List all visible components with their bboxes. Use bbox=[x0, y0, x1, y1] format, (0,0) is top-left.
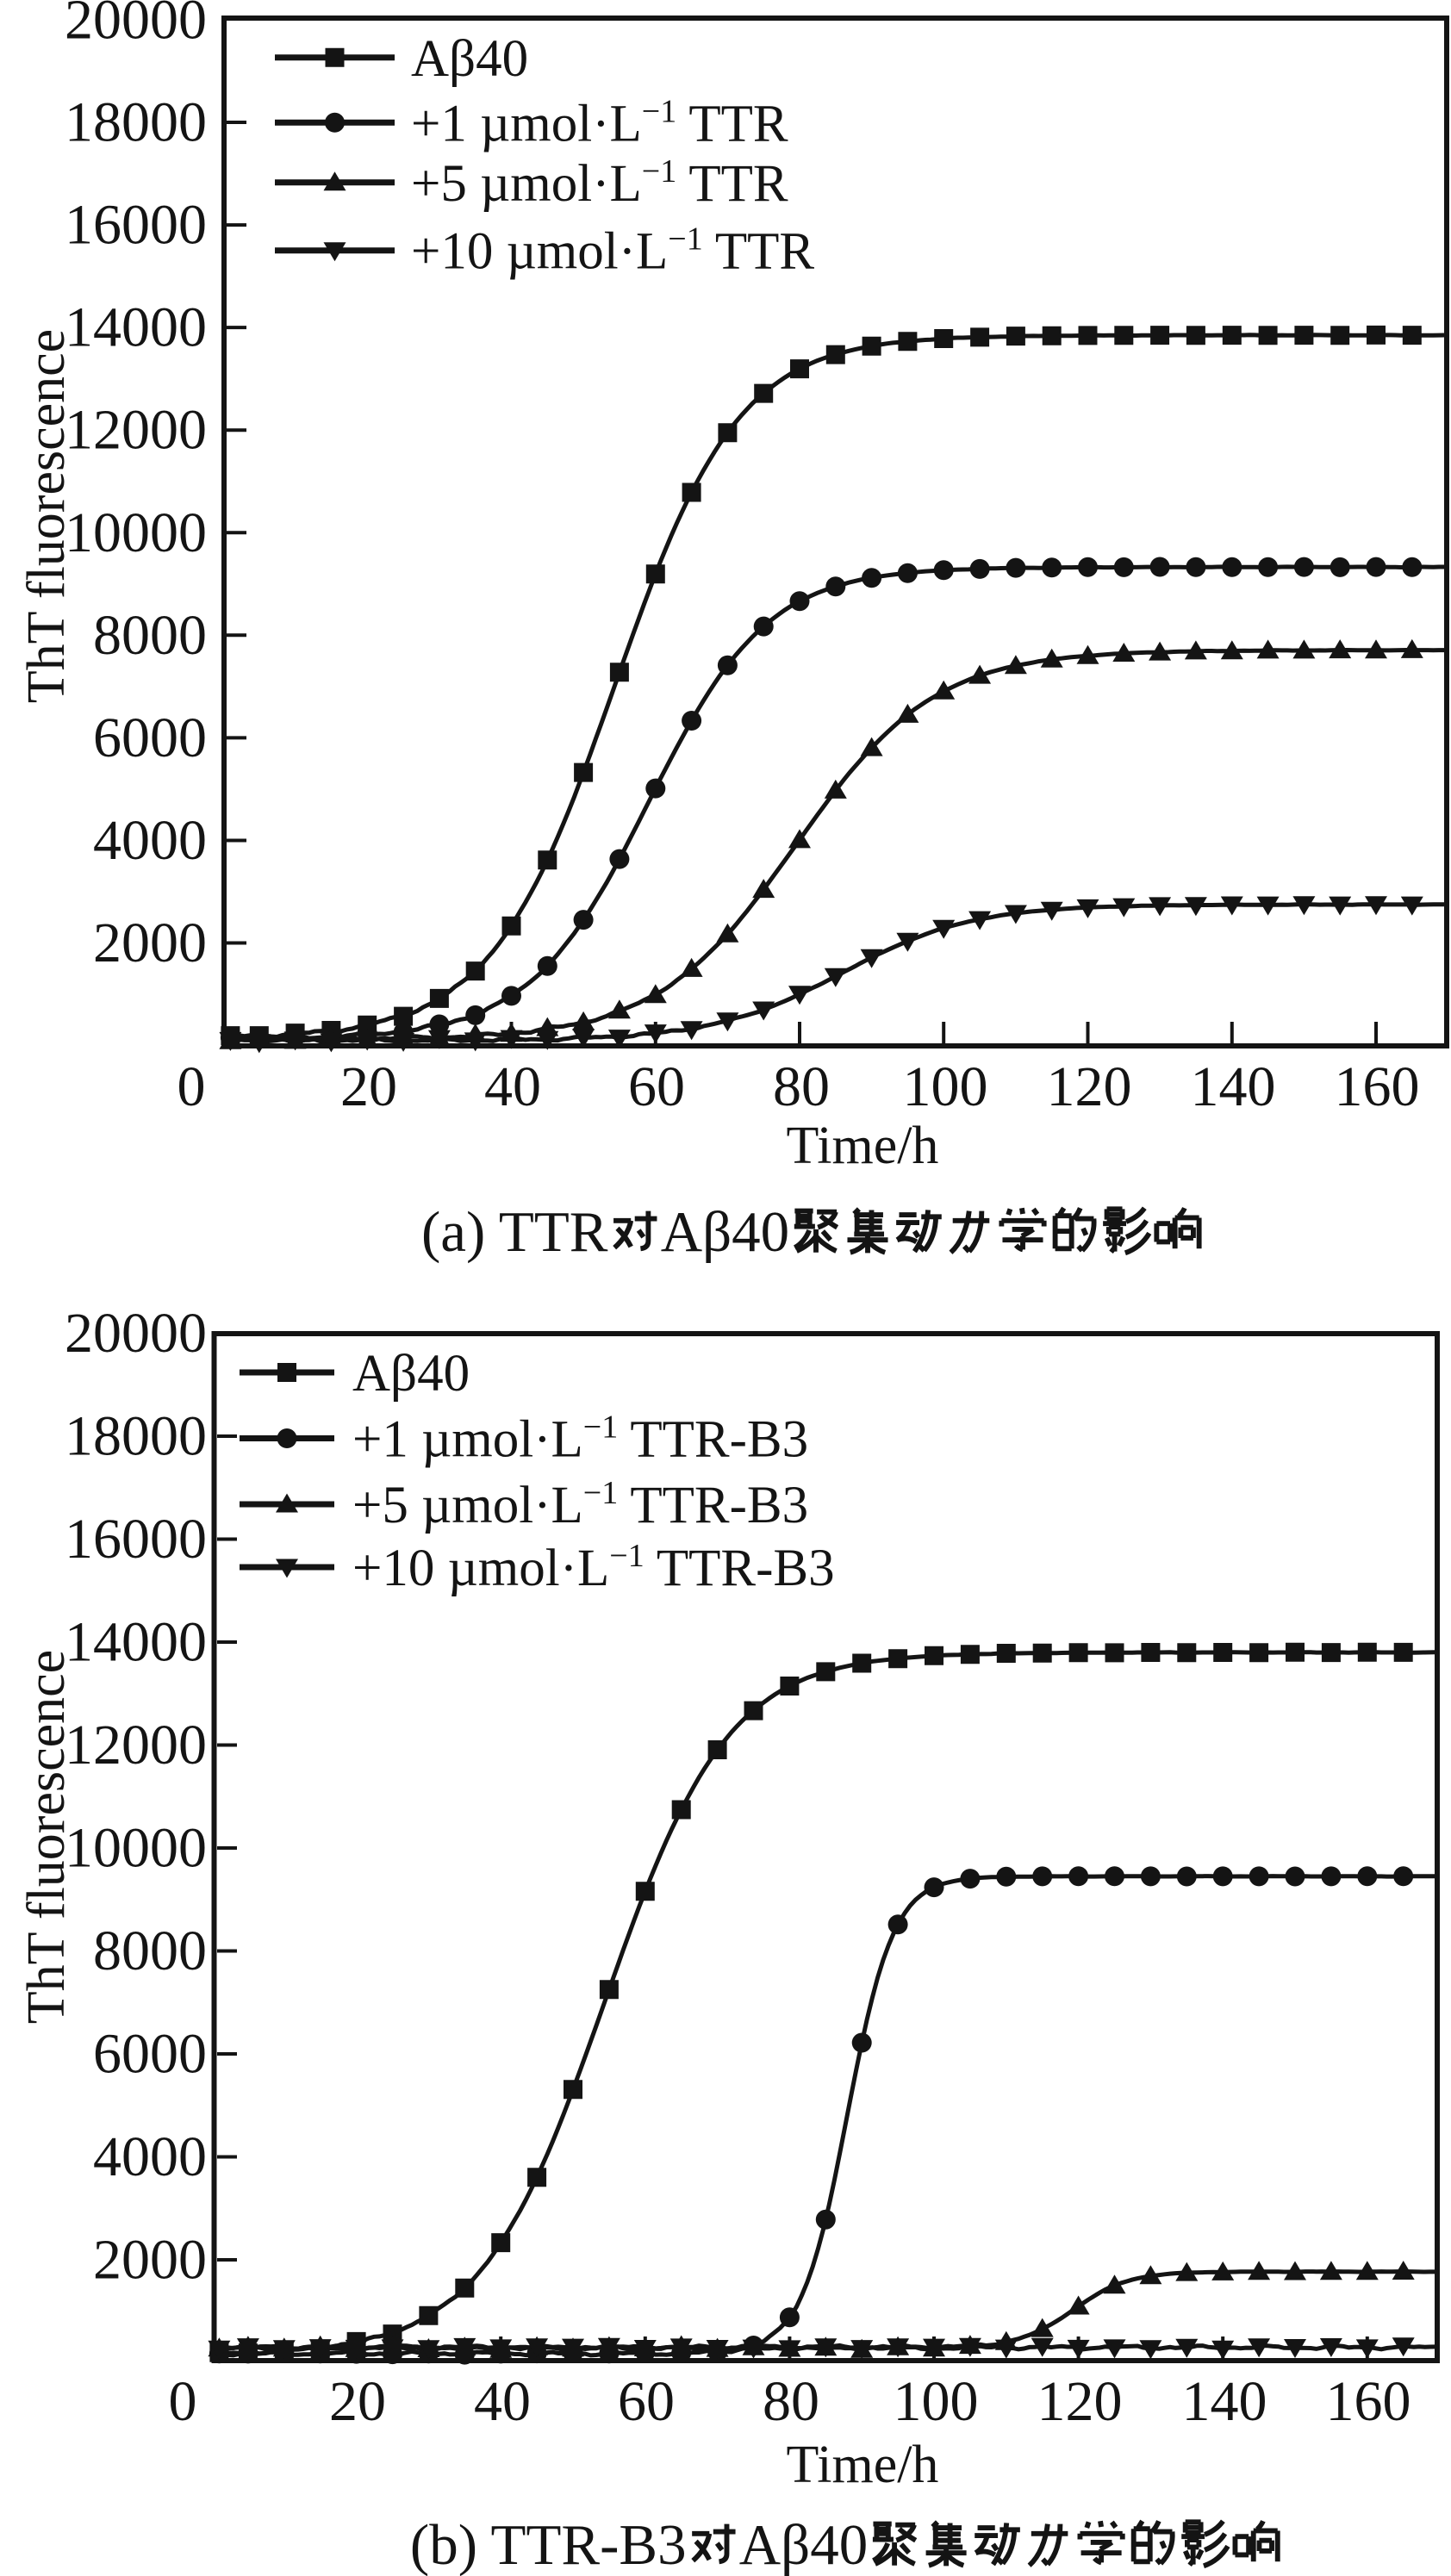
svg-text:40: 40 bbox=[484, 1055, 541, 1118]
svg-text:2000: 2000 bbox=[93, 2229, 207, 2292]
svg-text:16000: 16000 bbox=[65, 1508, 207, 1571]
svg-text:20000: 20000 bbox=[65, 1302, 207, 1365]
svg-text:(a) TTR: (a) TTR bbox=[421, 1200, 608, 1264]
svg-text:0: 0 bbox=[177, 1055, 206, 1118]
svg-text:4000: 4000 bbox=[93, 809, 207, 872]
svg-text:20: 20 bbox=[340, 1055, 397, 1118]
svg-text:140: 140 bbox=[1182, 2370, 1267, 2433]
svg-text:2000: 2000 bbox=[93, 912, 207, 974]
svg-text:120: 120 bbox=[1037, 2370, 1123, 2433]
svg-text:60: 60 bbox=[618, 2370, 675, 2433]
svg-text:18000: 18000 bbox=[65, 91, 207, 154]
svg-text:6000: 6000 bbox=[93, 706, 207, 769]
svg-text:+1 µmol·L−1 TTR: +1 µmol·L−1 TTR bbox=[411, 93, 788, 152]
svg-text:ThT fluorescence: ThT fluorescence bbox=[17, 1650, 76, 2024]
svg-text:+10 µmol·L−1 TTR-B3: +10 µmol·L−1 TTR-B3 bbox=[352, 1538, 835, 1597]
svg-text:20000: 20000 bbox=[65, 0, 207, 51]
svg-text:160: 160 bbox=[1326, 2370, 1411, 2433]
svg-text:80: 80 bbox=[763, 2370, 819, 2433]
svg-text:8000: 8000 bbox=[93, 1920, 207, 1982]
svg-text:+5 µmol·L−1 TTR-B3: +5 µmol·L−1 TTR-B3 bbox=[352, 1475, 808, 1534]
svg-text:40: 40 bbox=[474, 2370, 531, 2433]
svg-text:ThT fluorescence: ThT fluorescence bbox=[17, 329, 76, 703]
svg-text:60: 60 bbox=[628, 1055, 685, 1118]
svg-text:8000: 8000 bbox=[93, 604, 207, 667]
svg-text:14000: 14000 bbox=[65, 1611, 207, 1674]
svg-text:140: 140 bbox=[1191, 1055, 1276, 1118]
svg-text:100: 100 bbox=[894, 2370, 979, 2433]
svg-text:18000: 18000 bbox=[65, 1405, 207, 1468]
svg-text:16000: 16000 bbox=[65, 194, 207, 257]
svg-text:12000: 12000 bbox=[65, 399, 207, 462]
svg-text:10000: 10000 bbox=[65, 1817, 207, 1880]
svg-text:+1 µmol·L−1 TTR-B3: +1 µmol·L−1 TTR-B3 bbox=[352, 1409, 808, 1469]
svg-text:160: 160 bbox=[1335, 1055, 1420, 1118]
svg-text:+10 µmol·L−1 TTR: +10 µmol·L−1 TTR bbox=[411, 221, 814, 281]
svg-text:Aβ40: Aβ40 bbox=[411, 30, 528, 88]
svg-text:Time/h: Time/h bbox=[787, 1117, 939, 1175]
svg-text:80: 80 bbox=[773, 1055, 830, 1118]
svg-text:6000: 6000 bbox=[93, 2023, 207, 2086]
svg-text:120: 120 bbox=[1047, 1055, 1132, 1118]
svg-text:100: 100 bbox=[903, 1055, 988, 1118]
svg-text:Aβ40: Aβ40 bbox=[352, 1345, 470, 1403]
svg-text:12000: 12000 bbox=[65, 1714, 207, 1776]
svg-text:0: 0 bbox=[169, 2370, 197, 2433]
svg-text:20: 20 bbox=[329, 2370, 386, 2433]
svg-text:+5 µmol·L−1 TTR: +5 µmol·L−1 TTR bbox=[411, 153, 788, 213]
svg-text:14000: 14000 bbox=[65, 296, 207, 359]
svg-text:4000: 4000 bbox=[93, 2125, 207, 2188]
svg-text:Aβ40: Aβ40 bbox=[661, 1200, 789, 1264]
svg-text:(b) TTR-B3: (b) TTR-B3 bbox=[410, 2513, 687, 2576]
svg-text:Aβ40: Aβ40 bbox=[739, 2513, 868, 2576]
svg-text:Time/h: Time/h bbox=[787, 2436, 939, 2494]
svg-text:10000: 10000 bbox=[65, 501, 207, 564]
